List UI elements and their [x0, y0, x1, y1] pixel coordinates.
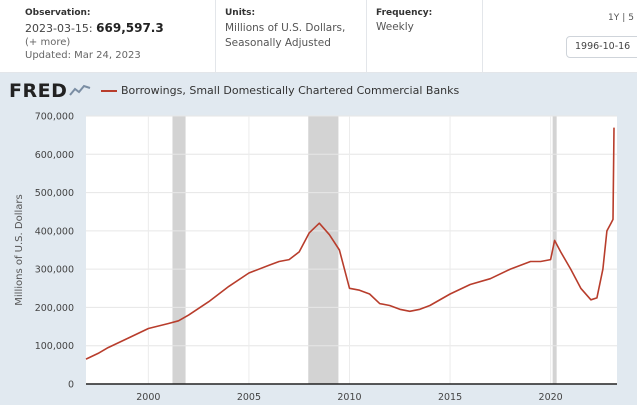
x-tick-label: 2010 — [337, 392, 361, 403]
series-line — [85, 127, 615, 360]
legend: Borrowings, Small Domestically Chartered… — [101, 84, 459, 97]
y-tick-label: 700,000 — [35, 112, 74, 123]
range-buttons: 1Y | 5 — [605, 13, 637, 23]
y-tick-label: 500,000 — [35, 188, 74, 199]
divider — [482, 0, 483, 72]
frequency-column: Frequency: Weekly — [376, 8, 432, 33]
recession-band — [552, 116, 557, 384]
y-axis-label: Millions of U.S. Dollars — [14, 194, 25, 305]
y-tick-label: 600,000 — [35, 150, 74, 161]
y-tick-label: 100,000 — [35, 341, 74, 352]
units-label: Units: — [225, 8, 256, 18]
range-1y-button[interactable]: 1Y — [607, 13, 620, 23]
units-column: Units: Millions of U.S. Dollars, Seasona… — [225, 8, 345, 51]
info-header: Observation: 2023-03-15: 669,597.3 (+ mo… — [0, 0, 637, 73]
observation-date: 2023-03-15: — [25, 22, 93, 35]
units-line-2: Seasonally Adjusted — [225, 37, 331, 49]
plot-area — [86, 116, 617, 384]
observation-label: Observation: — [25, 8, 91, 18]
recession-band — [172, 116, 186, 384]
recession-band — [308, 116, 339, 384]
frequency-value: Weekly — [376, 21, 414, 33]
start-date-input[interactable]: 1996-10-16 — [566, 36, 637, 58]
y-tick-label: 200,000 — [35, 303, 74, 314]
updated-date: Updated: Mar 24, 2023 — [25, 50, 141, 61]
observation-number: 669,597.3 — [96, 21, 164, 35]
legend-label: Borrowings, Small Domestically Chartered… — [121, 84, 460, 97]
observation-column: Observation: 2023-03-15: 669,597.3 (+ mo… — [25, 8, 164, 61]
y-tick-label: 400,000 — [35, 226, 74, 237]
more-link[interactable]: (+ more) — [25, 37, 71, 48]
fred-graph-icon — [69, 84, 91, 96]
observation-value: 2023-03-15: 669,597.3 — [25, 21, 164, 35]
fred-logo: FRED — [9, 80, 91, 102]
legend-swatch — [101, 90, 117, 92]
y-tick-label: 300,000 — [35, 265, 74, 276]
divider — [215, 0, 216, 72]
x-tick-label: 2020 — [539, 392, 563, 403]
x-tick-label: 2000 — [136, 392, 160, 403]
x-tick-label: 2015 — [438, 392, 462, 403]
frequency-label: Frequency: — [376, 8, 433, 18]
range-5y-button[interactable]: 5 — [628, 13, 634, 23]
divider — [366, 0, 367, 72]
x-tick-label: 2005 — [237, 392, 261, 403]
units-line-1: Millions of U.S. Dollars, — [225, 22, 346, 34]
y-tick-label: 0 — [68, 380, 74, 391]
